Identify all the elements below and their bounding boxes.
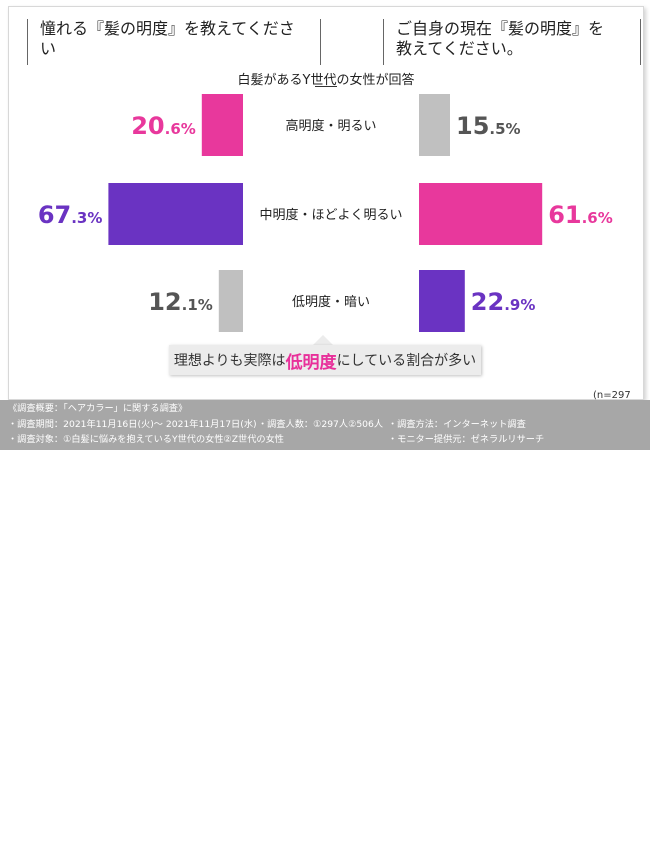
category-label-1: 中明度・ほどよく明るい [259,207,402,223]
bar-right-2 [419,270,465,332]
value-label-right-1: 61.6% [548,201,613,229]
question-right-line2: 教えてください。 [396,39,523,58]
bar-left-2 [218,270,243,332]
chart-card: 憧れる『髪の明度』を教えてください ご自身の現在『髪の明度』を 教えてください。… [8,6,644,416]
butterfly-chart: 20.6% 15.5% 高明度・明るい 67.3% 61.6% 中明度・ほどよく明るい 12… [38,94,613,332]
survey-footer: 《調査概要：「ヘアカラー」に関する調査》 ・調査期間：2021年11月16日(火… [0,400,650,839]
value-label-left-2: 12.1% [148,288,213,316]
conclusion-banner: 理想よりも実際は 低明度 にしている割合が多い [169,345,481,375]
banner-notch [313,335,333,345]
footer-title: 《調査概要：「ヘアカラー」に関する調査》 [8,403,188,414]
bar-left-0 [201,94,243,156]
banner-post: にしている割合が多い [336,353,477,369]
logo-sub: PROFESSIONAL [552,827,640,841]
footer-count: ・調査人数：①297人②506人 [258,419,384,430]
infographic: 憧れる『髪の明度』を教えてください ご自身の現在『髪の明度』を 教えてください。… [0,6,650,839]
value-label-left-1: 67.3% [38,201,103,229]
banner-pre: 理想よりも実際は [173,353,286,369]
question-box-left: 憧れる『髪の明度』を教えてください [27,19,321,65]
value-label-right-2: 22.9% [471,288,536,316]
bar-right-1 [419,183,543,245]
subtitle-underline [315,86,337,87]
footer-target: ・調査対象：①白髪に悩みを抱えているY世代の女性②Z世代の女性 [8,434,284,445]
footer-method: ・調査方法：インターネット調査 [388,419,526,430]
question-box-right: ご自身の現在『髪の明度』を 教えてください。 [383,19,641,65]
footer-period: ・調査期間：2021年11月16日(火)〜 2021年11月17日(水) [8,419,257,430]
question-right-line1: ご自身の現在『髪の明度』を [396,19,605,38]
category-label-2: 低明度・暗い [292,294,370,310]
shiseido-logo: SHISEIDO PROFESSIONAL [548,804,650,846]
value-label-right-0: 15.5% [456,112,521,140]
bar-left-1 [108,183,244,245]
logo-brand: SHISEIDO [548,804,650,826]
footer-provider: ・モニター提供元：ゼネラルリサーチ [388,434,545,445]
banner-highlight: 低明度 [285,352,337,373]
value-label-left-0: 20.6% [131,112,196,140]
respondent-note: 白髪があるY世代の女性が回答 [237,73,415,88]
bar-right-0 [419,94,450,156]
category-label-0: 高明度・明るい [285,118,376,134]
question-left-text: 憧れる『髪の明度』を教えてください [40,19,295,58]
